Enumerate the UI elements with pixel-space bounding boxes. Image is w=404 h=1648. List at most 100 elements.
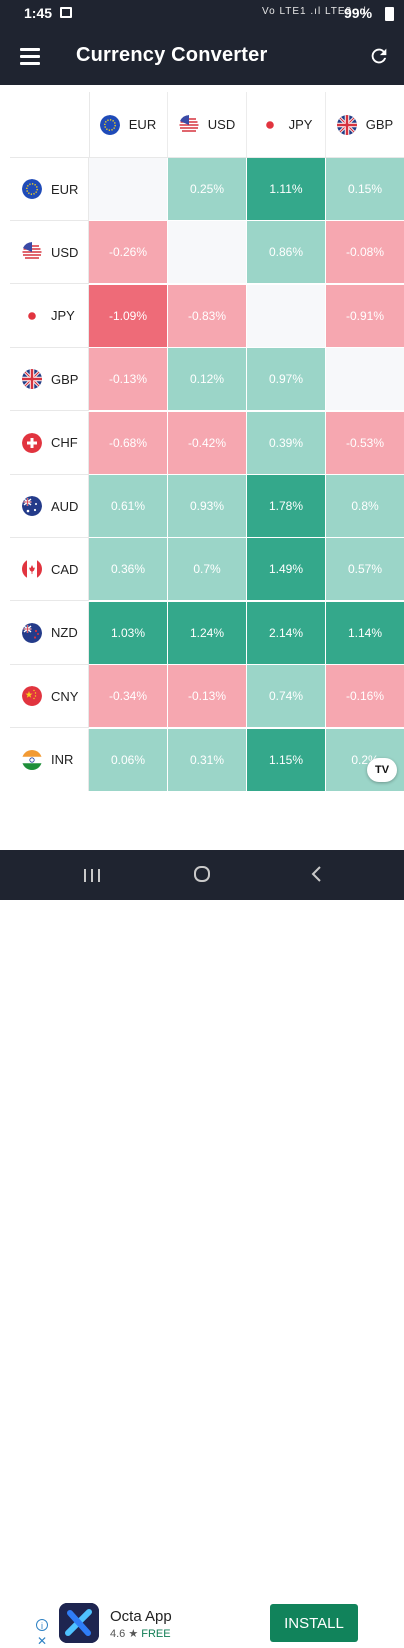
row-inr: INR 0.06% 0.31% 1.15% 0.2% [10,728,404,791]
menu-icon[interactable] [20,48,40,65]
heatmap-cell[interactable]: 1.11% [247,158,326,220]
row-gbp: GBP -0.13% 0.12% 0.97% [10,348,404,413]
row-code: USD [51,244,79,260]
close-icon[interactable]: ✕ [37,1634,48,1648]
heatmap-cell[interactable]: -0.16% [326,665,404,728]
app-bar: Currency Converter [0,28,404,85]
heatmap-cell[interactable]: 0.8% [326,475,404,537]
heatmap-cell[interactable]: 0.12% [168,348,247,411]
heatmap-cell[interactable]: 0.57% [326,538,404,601]
row-chf: CHF -0.68% -0.42% 0.39% -0.53% [10,411,404,476]
heatmap-cell[interactable]: -0.91% [326,284,404,347]
us-flag-icon [22,242,42,263]
heatmap-cell[interactable]: 0.25% [168,158,247,220]
status-time: 1:45 [24,5,53,21]
heatmap-cell[interactable] [89,158,168,220]
us-flag-icon [178,114,199,135]
signal-icon: Vo LTE1 .ıl LTE2 .ıl [262,6,367,17]
row-code: JPY [51,308,75,324]
heatmap-cell[interactable]: -0.34% [89,665,168,728]
heatmap-cell[interactable]: -0.42% [168,411,247,474]
heatmap-cell[interactable]: 0.7% [168,538,247,601]
ad-title: Octa App [110,1608,172,1625]
heatmap-cell[interactable]: -0.13% [168,665,247,728]
ad-banner[interactable]: i ✕ Octa App 4.6 ★ FREE INSTALL [0,800,404,1648]
heatmap-cell[interactable]: 1.15% [247,728,326,791]
heatmap-cell[interactable]: -0.26% [89,221,168,284]
heatmap-cell[interactable] [247,284,326,347]
heatmap-cell[interactable]: 0.36% [89,538,168,601]
row-cad: CAD 0.36% 0.7% 1.49% 0.57% [10,538,404,603]
row-header-inr[interactable]: INR [10,728,89,791]
heatmap-cell[interactable]: 0.06% [89,728,168,791]
heatmap-cell[interactable]: -0.08% [326,221,404,284]
column-header-gbp[interactable]: GBP [326,92,404,157]
row-header-jpy[interactable]: JPY [10,284,89,348]
row-header-usd[interactable]: USD [10,221,89,285]
heatmap-cell[interactable] [168,221,247,284]
column-header-eur[interactable]: EUR [89,92,168,157]
heatmap-cell[interactable]: -0.53% [326,411,404,474]
column-code: USD [207,117,236,132]
eu-flag-icon [22,179,42,199]
battery-icon [385,7,394,21]
heatmap-cell[interactable]: 1.49% [247,538,326,601]
row-header-cny[interactable]: CNY [10,665,89,729]
row-code: GBP [51,371,79,387]
ch-flag-icon [22,432,42,453]
row-header-cad[interactable]: CAD [10,538,89,602]
heatmap-cell[interactable]: -0.83% [168,284,247,347]
heatmap-cell[interactable]: 0.15% [326,158,404,220]
column-code: JPY [288,117,313,132]
heatmap-cell[interactable]: 0.31% [168,728,247,791]
ca-flag-icon [22,559,42,580]
ad-price: FREE [141,1628,171,1640]
column-header-usd[interactable]: USD [168,92,247,157]
row-header-chf[interactable]: CHF [10,411,89,475]
row-code: CAD [51,561,79,577]
column-header-jpy[interactable]: JPY [247,92,326,157]
heatmap-cell[interactable] [326,348,404,411]
heatmap-cell[interactable]: 1.14% [326,601,404,664]
octa-logo-icon [59,1603,99,1643]
heatmap-cell[interactable]: 0.74% [247,665,326,728]
row-header-gbp[interactable]: GBP [10,348,89,412]
cn-flag-icon [22,686,42,707]
eu-flag-icon [99,114,120,135]
row-nzd: NZD 1.03% 1.24% 2.14% 1.14% [10,601,404,666]
row-code: INR [51,752,74,768]
row-header-aud[interactable]: AUD [10,475,89,538]
heatmap-cell[interactable]: 0.97% [247,348,326,411]
row-header-nzd[interactable]: NZD [10,601,89,665]
install-button[interactable]: INSTALL [270,1604,358,1642]
heatmap-cell[interactable]: 1.24% [168,601,247,664]
heatmap-cell[interactable]: -0.68% [89,411,168,474]
back-icon[interactable] [310,866,322,882]
heatmap-cell[interactable]: 0.39% [247,411,326,474]
row-aud: AUD 0.61% 0.93% 1.78% 0.8% [10,475,404,539]
currency-heatmap: EUR USD JPY GBP EUR 0.25% 1.11% 0.15% USD -0.26%… [10,92,404,791]
row-jpy: JPY -1.09% -0.83% -0.91% [10,284,404,349]
heatmap-cell[interactable]: -1.09% [89,284,168,347]
row-usd: USD -0.26% 0.86% -0.08% [10,221,404,286]
row-code: AUD [51,498,79,514]
nz-flag-icon [22,622,42,643]
heatmap-cell[interactable]: -0.13% [89,348,168,411]
grid-corner [10,92,90,157]
heatmap-cell[interactable]: 0.61% [89,475,168,537]
tradingview-logo[interactable]: TV [367,758,397,782]
home-icon[interactable] [194,866,210,882]
heatmap-cell[interactable]: 0.93% [168,475,247,537]
row-cny: CNY -0.34% -0.13% 0.74% -0.16% [10,665,404,730]
heatmap-cell[interactable]: 1.78% [247,475,326,537]
status-bar: 1:45 Vo LTE1 .ıl LTE2 .ıl 99% [0,0,404,28]
heatmap-cell[interactable]: 2.14% [247,601,326,664]
refresh-icon[interactable] [368,45,390,67]
heatmap-cell[interactable]: 0.86% [247,221,326,284]
row-code: NZD [51,625,78,641]
in-flag-icon [22,749,42,770]
recents-icon[interactable] [84,869,100,882]
info-icon[interactable]: i [36,1619,48,1631]
heatmap-cell[interactable]: 1.03% [89,601,168,664]
row-header-eur[interactable]: EUR [10,158,89,221]
